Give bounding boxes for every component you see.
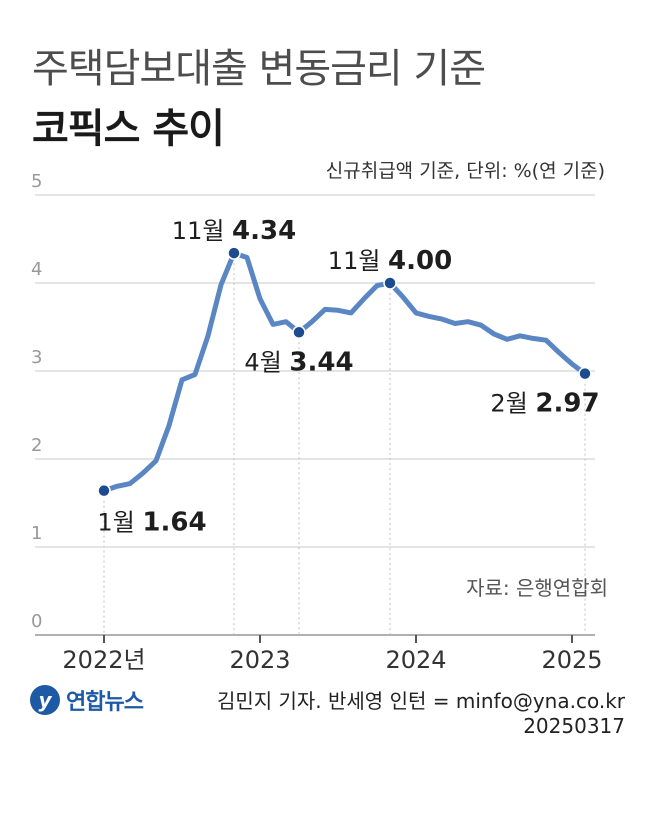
logo-text: 연합뉴스 xyxy=(66,690,144,715)
data-point xyxy=(227,246,241,260)
data-point xyxy=(578,366,592,381)
byline: 김민지 기자. 반세영 인턴 = minfo@yna.co.kr xyxy=(216,689,625,713)
annotation-layer: 1월 1.64 11월 4.34 4월 3.44 11월 4.00 2월 2.97 xyxy=(97,216,599,538)
data-label-month: 4월 xyxy=(244,348,289,376)
data-point xyxy=(292,325,306,340)
kofix-series-line xyxy=(101,250,588,494)
y-tick-label-3: 3 xyxy=(31,347,42,368)
y-tick-label-4: 4 xyxy=(31,259,42,280)
data-label-month: 11월 xyxy=(328,247,388,275)
data-label-value: 3.44 xyxy=(289,347,353,377)
x-tick-label: 2025 xyxy=(541,646,602,674)
data-label: 4월 3.44 xyxy=(244,347,353,377)
chart-title-line1: 주택담보대출 변동금리 기준 xyxy=(32,46,486,92)
source-note: 자료: 은행연합회 xyxy=(466,576,608,600)
data-label-month: 1월 xyxy=(97,509,142,537)
data-label-value: 4.00 xyxy=(388,246,452,276)
x-tick-label: 2024 xyxy=(385,646,446,674)
y-tick-label-1: 1 xyxy=(31,523,42,544)
data-label: 11월 4.34 xyxy=(172,216,296,246)
data-label-value: 2.97 xyxy=(535,389,599,419)
y-tick-label-2: 2 xyxy=(31,435,42,456)
data-label: 2월 2.97 xyxy=(490,389,599,419)
x-tick-label: 2022년 xyxy=(62,646,145,674)
unit-note: 신규취급액 기준, 단위: %(연 기준) xyxy=(325,160,605,182)
vertical-guide-layer xyxy=(103,253,586,635)
data-label: 1월 1.64 xyxy=(97,508,206,538)
publish-date: 20250317 xyxy=(523,714,625,738)
y-tick-label-0: 0 xyxy=(31,611,42,632)
x-tick-label: 2023 xyxy=(229,646,290,674)
data-point xyxy=(383,276,397,290)
data-label-value: 1.64 xyxy=(142,508,206,538)
point-layer xyxy=(97,246,592,498)
data-label-month: 2월 xyxy=(490,390,535,418)
yonhap-logo: y 연합뉴스 xyxy=(30,684,144,716)
data-point xyxy=(97,483,111,498)
chart-title-line2: 코픽스 추이 xyxy=(32,106,225,152)
yonhap-logo-icon: y xyxy=(30,685,60,715)
data-label-value: 4.34 xyxy=(232,216,296,246)
y-tick-label-5: 5 xyxy=(31,171,42,192)
line-chart: 0 1 2 3 4 5 2022년 2023 2024 2025 1월 1.64 11월 4.34… xyxy=(31,171,608,674)
y-tick-layer: 0 1 2 3 4 5 xyxy=(31,171,42,632)
data-label: 11월 4.00 xyxy=(328,246,452,276)
footer: y 연합뉴스 김민지 기자. 반세영 인턴 = minfo@yna.co.kr … xyxy=(0,680,655,760)
x-tick-layer: 2022년 2023 2024 2025 xyxy=(62,635,603,674)
grid-layer xyxy=(35,194,595,636)
data-label-month: 11월 xyxy=(172,217,232,245)
